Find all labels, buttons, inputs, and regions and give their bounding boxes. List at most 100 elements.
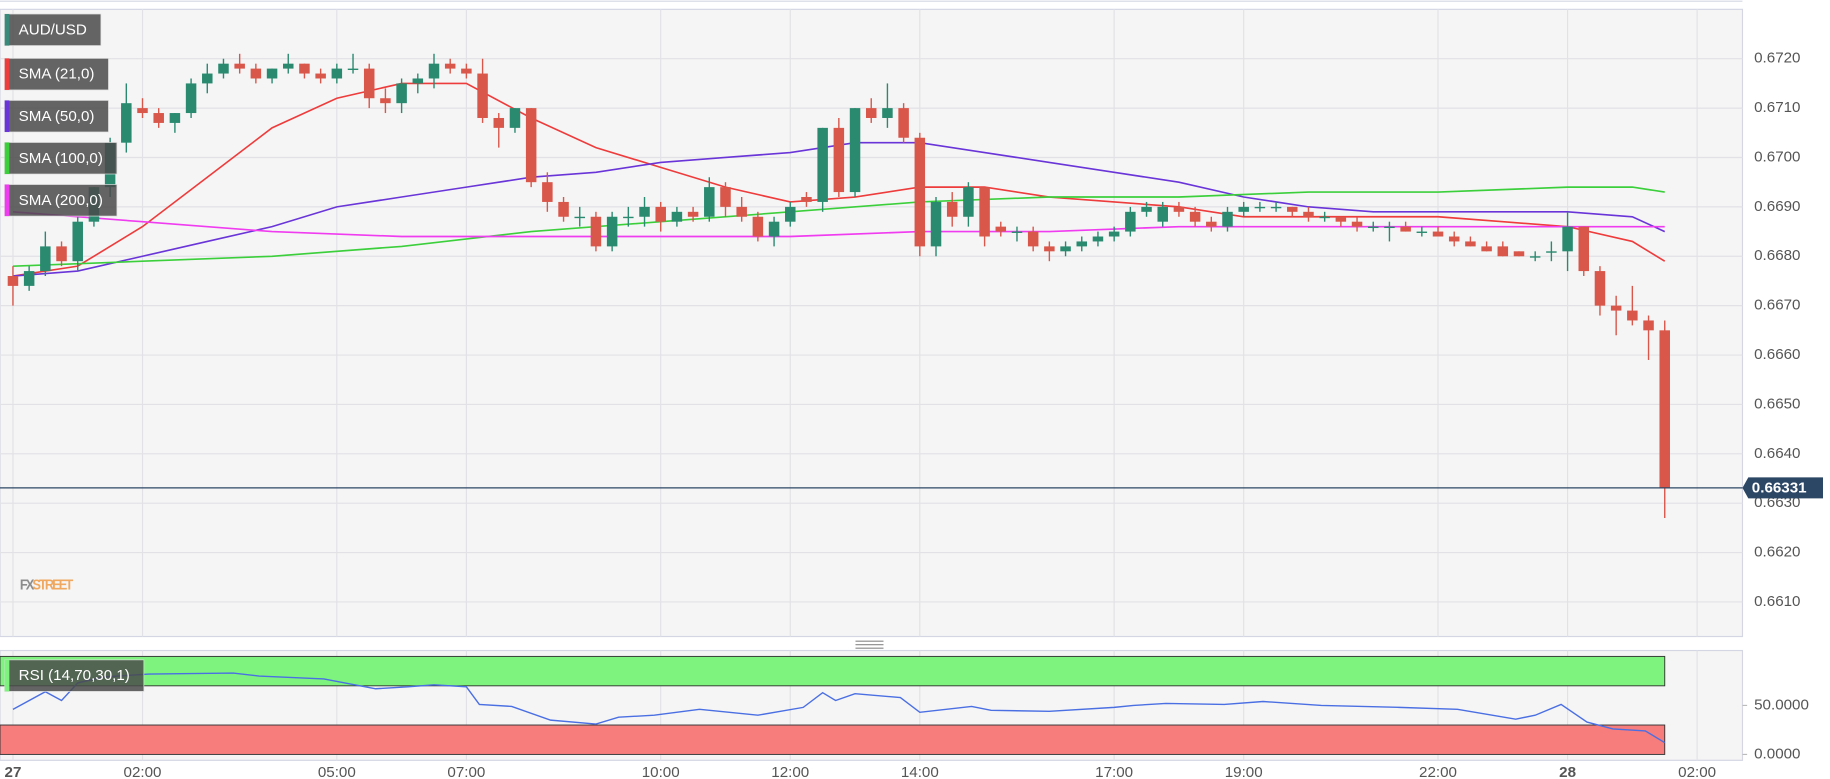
candle-body	[1351, 221, 1363, 227]
candle-body	[704, 187, 715, 217]
candle-body	[752, 216, 764, 237]
candle-body	[1335, 216, 1347, 222]
legend-item: RSI (14,70,30,1)	[4, 659, 145, 692]
candle-body	[1319, 216, 1330, 219]
legend-box	[4, 184, 118, 217]
candle-body	[671, 211, 683, 222]
y-tick-label: 0.6610	[1754, 593, 1800, 610]
candle-body	[477, 73, 488, 118]
legend-label: SMA (50,0)	[19, 108, 95, 125]
candle-body	[1206, 221, 1217, 227]
candle-body	[153, 113, 164, 123]
candle-body	[234, 63, 245, 69]
candle-body	[1384, 226, 1395, 229]
last-price-marker	[1742, 477, 1823, 499]
candle-body	[687, 211, 699, 217]
candle-body	[1416, 231, 1428, 233]
candle-body	[1594, 271, 1606, 306]
candle-body	[1157, 206, 1168, 222]
candle-body	[40, 246, 51, 272]
y-tick-label: 0.6680	[1754, 247, 1800, 264]
candle-body	[590, 216, 602, 247]
candle-body	[574, 216, 585, 219]
candle-body	[266, 68, 278, 79]
candle-body	[1141, 206, 1152, 212]
candle-body	[1287, 206, 1298, 212]
candle-body	[283, 63, 294, 69]
candle-body	[347, 68, 359, 71]
candle-body	[1060, 246, 1071, 252]
candle-body	[1497, 246, 1509, 257]
bands	[0, 655, 1666, 755]
candle-body	[639, 206, 650, 217]
watermark-text: FXSTREET	[20, 575, 74, 592]
legend-item: SMA (100,0)	[4, 142, 118, 175]
candle-body	[542, 182, 553, 202]
candle-body	[1513, 251, 1525, 257]
legend: AUD/USD SMA (21,0) SMA (50,0) SMA (100,0) SM…	[4, 13, 145, 692]
candle-body	[849, 108, 861, 193]
y-tick-label: 0.6690	[1754, 198, 1800, 215]
candle-body	[914, 137, 926, 247]
annotations: 0.66331	[0, 477, 1823, 499]
candle-body	[331, 68, 343, 79]
sma-line	[12, 210, 1665, 238]
candle-body	[461, 68, 472, 74]
y-tick-label: 0.6640	[1754, 445, 1800, 462]
y-tick-label: 0.6650	[1754, 395, 1800, 412]
y-tick-label: 0.6620	[1754, 544, 1800, 561]
candle-body	[72, 221, 83, 262]
candle-body	[1092, 236, 1104, 242]
x-tick-label: 07:00	[447, 764, 485, 779]
candle-body	[720, 187, 731, 207]
candle-body	[655, 206, 666, 222]
legend-box	[4, 58, 109, 91]
x-tick-label: 02:00	[124, 764, 162, 779]
candle-body	[380, 98, 391, 104]
candle-body	[963, 187, 974, 217]
candle-body	[250, 68, 262, 79]
legend-label: SMA (200,0)	[19, 192, 103, 209]
x-tick-label: 10:00	[642, 764, 680, 779]
y-tick-label: 0.6630	[1754, 494, 1800, 511]
candle-body	[1659, 330, 1670, 488]
candle-body	[979, 187, 990, 237]
legend-box	[4, 142, 118, 175]
candle-body	[1627, 310, 1638, 321]
candle-body	[1238, 206, 1249, 212]
candle-body	[736, 206, 747, 217]
x-tick-label: 02:00	[1678, 764, 1716, 779]
candle-body	[23, 271, 35, 286]
candle-body	[606, 216, 618, 247]
legend-item: AUD/USD	[4, 13, 102, 46]
candle-body	[412, 78, 424, 84]
candle-body	[623, 216, 634, 219]
candle-body	[396, 83, 407, 104]
candle-body	[1044, 246, 1055, 252]
panel-resize-handle[interactable]	[855, 640, 884, 649]
candle-body	[137, 108, 148, 114]
candle-body	[995, 226, 1007, 232]
legend-swatch	[4, 659, 10, 692]
candle-body	[1529, 256, 1541, 258]
candle-body	[493, 117, 505, 128]
candle-body	[1270, 206, 1282, 209]
candle-body	[1367, 226, 1379, 229]
x-tick-label: 22:00	[1419, 764, 1457, 779]
candle-body	[169, 113, 181, 123]
indicator-band	[0, 655, 1666, 687]
candle-body	[898, 108, 909, 138]
candle-body	[1173, 206, 1185, 212]
candle-body	[444, 63, 456, 69]
indicator-band	[0, 724, 1666, 755]
candle-body	[1546, 251, 1557, 253]
candle-body	[1027, 231, 1039, 247]
candle-body	[801, 197, 812, 202]
candle-body	[930, 201, 942, 247]
candle-body	[1222, 211, 1233, 227]
candle-body	[363, 68, 375, 99]
legend-item: SMA (200,0)	[4, 184, 118, 217]
candle-body	[558, 201, 569, 217]
candle-body	[882, 108, 893, 118]
